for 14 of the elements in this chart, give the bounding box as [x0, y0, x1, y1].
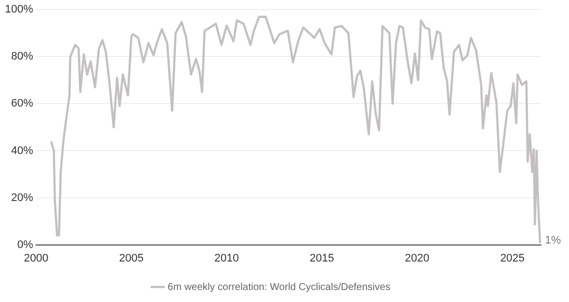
y-tick-label: 80% — [11, 50, 34, 63]
x-tick-label: 2005 — [119, 252, 144, 264]
x-tick-label: 2015 — [310, 252, 334, 264]
y-tick-label: 100% — [4, 4, 34, 16]
x-tick-label: 2000 — [24, 252, 48, 264]
x-tick-label: 2020 — [404, 252, 430, 264]
legend-label: 6m weekly correlation: World Cyclicals/Defensives — [168, 282, 390, 293]
x-tick-label: 2010 — [214, 252, 239, 264]
y-tick-label: 40% — [11, 144, 34, 157]
annotation: 1% — [545, 234, 562, 246]
y-tick-label: 20% — [11, 192, 34, 204]
y-tick-label: 0% — [17, 238, 34, 251]
x-tick-label: 2025 — [500, 252, 525, 264]
y-tick-label: 60% — [11, 98, 34, 110]
